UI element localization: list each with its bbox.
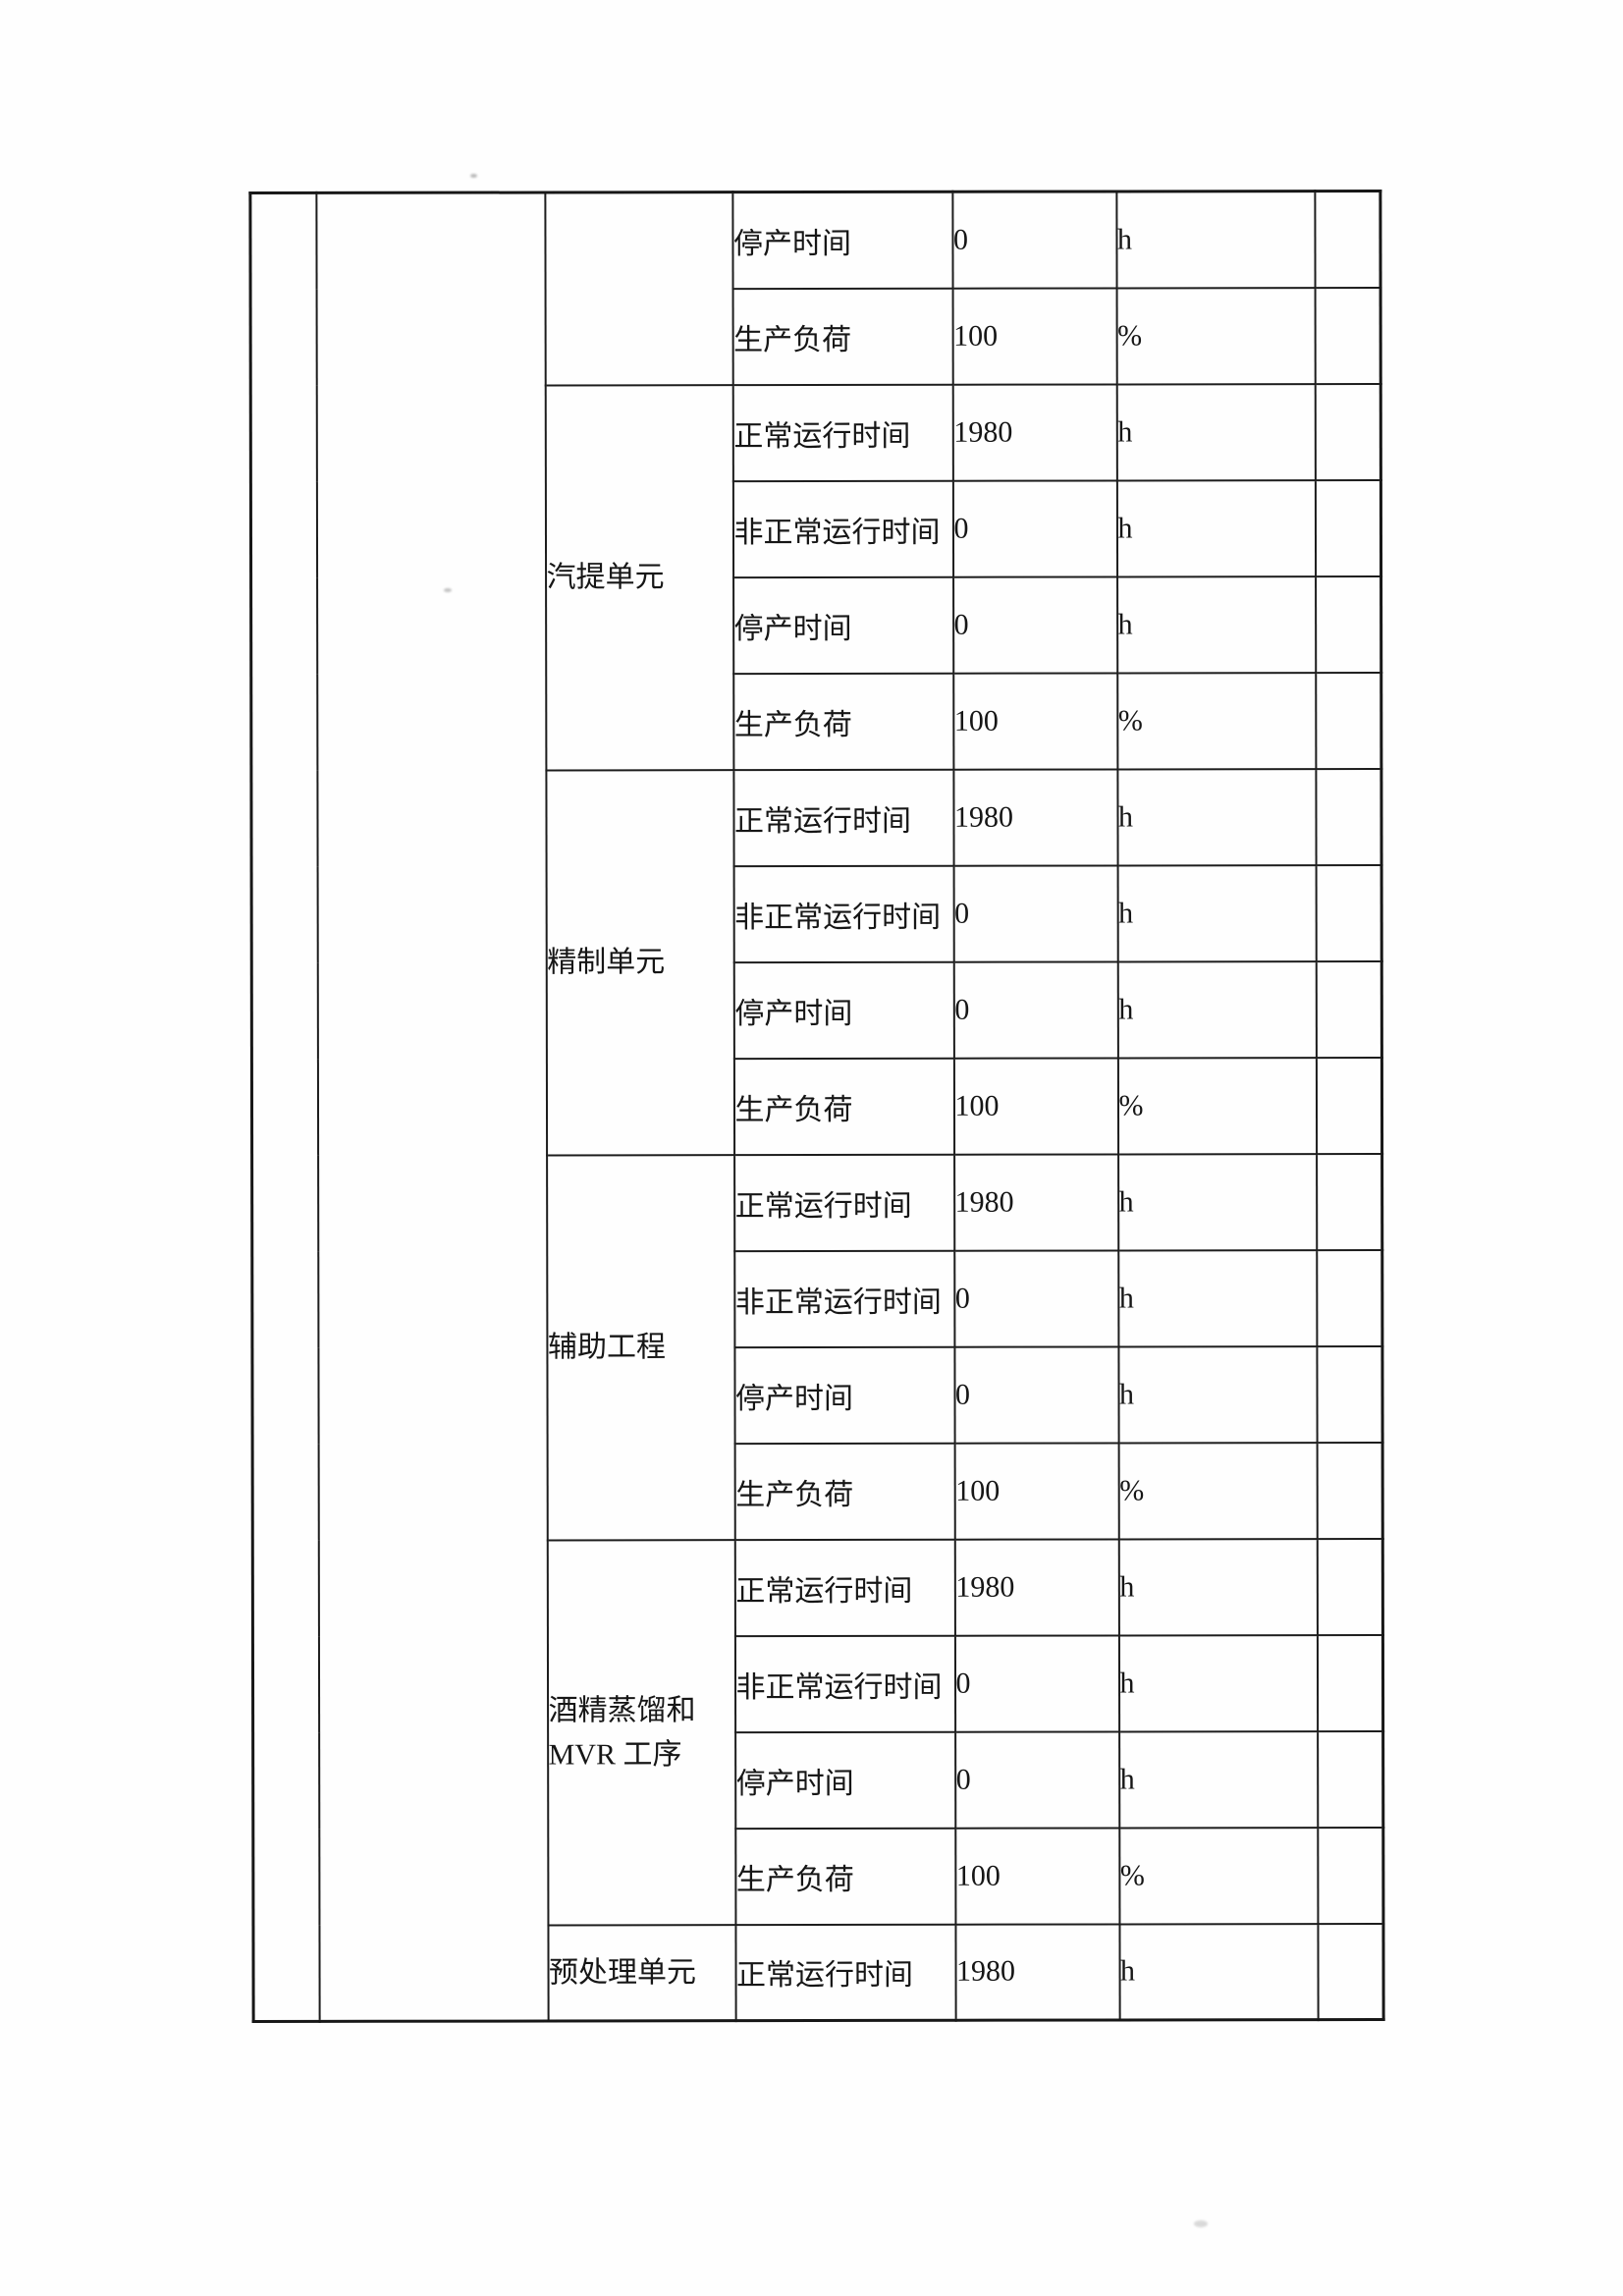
spacer-cell xyxy=(1317,1442,1383,1539)
metric-cell: 非正常运行时间 xyxy=(733,865,954,962)
spacer-cell xyxy=(1317,1634,1383,1731)
metric-cell: 非正常运行时间 xyxy=(734,1635,955,1732)
spacer-cell xyxy=(1316,1345,1383,1443)
uom-cell: % xyxy=(1118,1827,1318,1924)
metric-cell: 停产时间 xyxy=(731,191,953,289)
value-cell: 0 xyxy=(953,1345,1119,1444)
uom-cell: h xyxy=(1118,1634,1318,1731)
uom-cell: % xyxy=(1118,1442,1318,1539)
value-cell: 1980 xyxy=(954,1538,1119,1636)
metric-cell: 生产负荷 xyxy=(733,1058,954,1155)
uom-cell: h xyxy=(1117,1345,1318,1443)
value-cell: 0 xyxy=(952,575,1117,674)
value-cell: 0 xyxy=(953,864,1118,962)
uom-cell: h xyxy=(1116,768,1317,865)
spacer-cell xyxy=(1315,287,1381,384)
value-cell: 0 xyxy=(954,1634,1119,1732)
value-cell: 100 xyxy=(954,1827,1119,1925)
spacer-cell xyxy=(1317,1730,1383,1828)
metric-cell: 生产负荷 xyxy=(732,288,953,385)
metric-cell: 非正常运行时间 xyxy=(732,480,953,577)
value-cell: 100 xyxy=(952,672,1117,770)
spacer-cell xyxy=(1317,1827,1383,1924)
uom-cell: % xyxy=(1116,287,1316,384)
value-cell: 1980 xyxy=(953,1153,1118,1251)
unit-cell: 酒精蒸馏和MVR 工序 xyxy=(547,1539,735,1925)
uom-cell: h xyxy=(1117,1249,1317,1346)
unit-cell: 辅助工程 xyxy=(546,1154,735,1540)
uom-cell: % xyxy=(1116,672,1316,769)
unit-cell: 汽提单元 xyxy=(545,384,733,770)
unit-cell: 精制单元 xyxy=(545,769,734,1155)
uom-cell: h xyxy=(1116,383,1316,480)
spacer-cell xyxy=(1315,768,1382,865)
unit-cell xyxy=(544,191,733,385)
value-cell: 0 xyxy=(954,1730,1119,1829)
value-cell: 0 xyxy=(951,191,1117,289)
spacer-cell xyxy=(1314,191,1381,288)
spacer-cell xyxy=(1317,1538,1383,1635)
metric-cell: 停产时间 xyxy=(734,1731,955,1829)
scan-speck xyxy=(1194,2220,1208,2227)
metric-cell: 正常运行时间 xyxy=(732,384,953,481)
uom-cell: h xyxy=(1117,960,1317,1058)
category-cell xyxy=(315,191,549,2022)
uom-cell: h xyxy=(1116,479,1316,576)
metric-cell: 停产时间 xyxy=(732,576,953,674)
value-cell: 0 xyxy=(953,960,1118,1059)
spacer-cell xyxy=(1315,383,1381,480)
spacer-cell xyxy=(1316,1153,1382,1250)
value-cell: 100 xyxy=(953,1057,1118,1155)
value-cell: 0 xyxy=(952,479,1117,577)
value-cell: 100 xyxy=(954,1442,1119,1540)
unit-cell: 预处理单元 xyxy=(547,1924,736,2021)
spacer-cell xyxy=(1316,1249,1382,1346)
value-cell: 100 xyxy=(952,287,1117,385)
uom-cell: h xyxy=(1118,1538,1318,1635)
metric-cell: 生产负荷 xyxy=(732,673,953,770)
metric-cell: 生产负荷 xyxy=(734,1828,955,1925)
spacer-cell xyxy=(1316,864,1382,961)
uom-cell: h xyxy=(1118,1730,1318,1828)
uom-cell: h xyxy=(1117,1153,1317,1250)
production-hours-table: 停产时间 0 h 生产负荷 100 % 汽提单元 正常运行时间 1980 h 非… xyxy=(248,189,1385,2024)
scan-speck xyxy=(470,174,477,178)
metric-cell: 生产负荷 xyxy=(734,1443,955,1540)
metric-cell: 正常运行时间 xyxy=(734,1539,955,1636)
uom-cell: h xyxy=(1115,191,1316,288)
left-index-cell xyxy=(249,192,320,2022)
spacer-cell xyxy=(1316,960,1382,1058)
spacer-cell xyxy=(1316,1057,1382,1154)
spacer-cell xyxy=(1317,1923,1384,2020)
value-cell: 1980 xyxy=(954,1923,1120,2021)
metric-cell: 正常运行时间 xyxy=(732,769,954,866)
spacer-cell xyxy=(1315,575,1381,673)
metric-cell: 非正常运行时间 xyxy=(733,1250,954,1347)
metric-cell: 正常运行时间 xyxy=(734,1924,956,2021)
spacer-cell xyxy=(1315,479,1381,576)
table-row: 停产时间 0 h xyxy=(249,191,1381,2022)
metric-cell: 正常运行时间 xyxy=(733,1154,954,1251)
uom-cell: h xyxy=(1117,864,1317,961)
spacer-cell xyxy=(1315,672,1381,769)
value-cell: 1980 xyxy=(952,383,1117,481)
uom-cell: % xyxy=(1117,1057,1317,1154)
value-cell: 0 xyxy=(953,1249,1118,1347)
metric-cell: 停产时间 xyxy=(733,1346,955,1444)
metric-cell: 停产时间 xyxy=(733,961,954,1059)
value-cell: 1980 xyxy=(952,768,1118,866)
uom-cell: h xyxy=(1116,575,1316,673)
uom-cell: h xyxy=(1118,1923,1319,2020)
